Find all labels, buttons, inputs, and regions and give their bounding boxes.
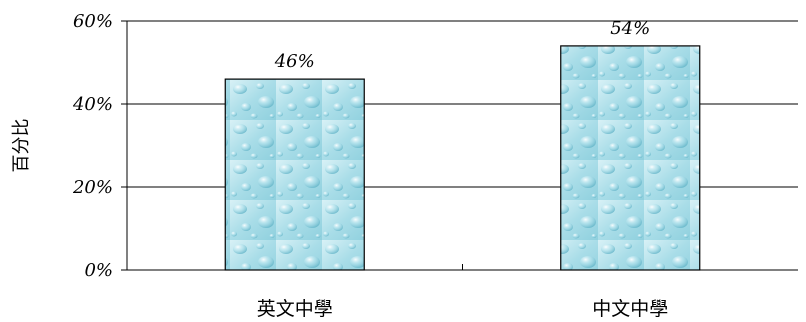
y-axis-title: 百分比 — [11, 119, 32, 173]
x-category-label: 英文中學 — [257, 298, 333, 320]
labels: 0% 20% 40% 60% 46% 英文中學 54% 中文中學 — [72, 11, 668, 320]
data-label: 54% — [610, 18, 650, 39]
bar — [224, 78, 365, 271]
y-tick-label: 20% — [72, 177, 113, 198]
bar — [560, 45, 701, 271]
axes — [121, 20, 798, 271]
y-tick-label: 40% — [72, 94, 113, 115]
y-tick-label: 0% — [84, 260, 113, 281]
x-category-label: 中文中學 — [592, 298, 668, 320]
data-label: 46% — [274, 51, 315, 72]
y-tick-label: 60% — [73, 11, 113, 32]
bars — [224, 45, 701, 271]
